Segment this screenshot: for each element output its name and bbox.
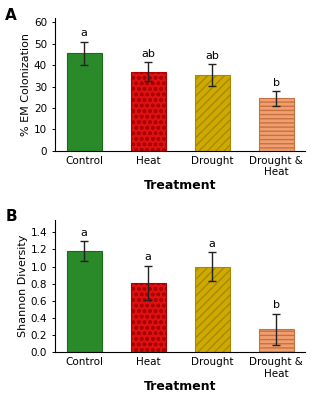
Bar [195,75,230,151]
X-axis label: Treatment: Treatment [144,179,217,192]
Text: a: a [81,28,88,38]
Text: b: b [273,78,280,88]
Bar [131,72,166,151]
Bar [131,283,166,352]
Text: ab: ab [141,49,155,59]
Text: b: b [273,300,280,310]
Y-axis label: Shannon Diversity: Shannon Diversity [17,235,27,337]
Text: a: a [209,239,216,249]
Text: a: a [145,252,152,262]
Text: A: A [5,8,17,22]
Bar [67,54,102,151]
Text: B: B [5,209,17,224]
Bar [195,267,230,352]
Y-axis label: % EM Colonization: % EM Colonization [21,33,31,136]
Text: ab: ab [205,51,219,61]
Bar [259,329,294,352]
Bar [259,98,294,151]
Text: a: a [81,228,88,238]
X-axis label: Treatment: Treatment [144,380,217,393]
Bar [67,251,102,352]
